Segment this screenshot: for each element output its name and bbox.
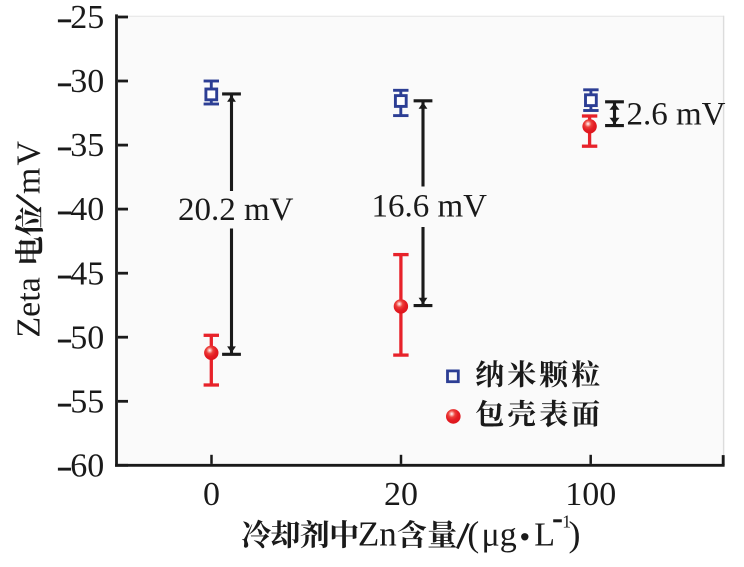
svg-text:40: 40: [70, 191, 104, 228]
svg-text:20.2 mV: 20.2 mV: [178, 192, 294, 228]
svg-text:30: 30: [70, 63, 104, 100]
svg-text:1: 1: [562, 512, 571, 532]
svg-text:mV: mV: [11, 139, 48, 194]
svg-text:25: 25: [70, 0, 104, 36]
svg-text:(: (: [467, 514, 479, 554]
svg-text:35: 35: [70, 127, 104, 164]
svg-text:50: 50: [70, 319, 104, 356]
svg-text:45: 45: [70, 255, 104, 292]
svg-text:16.6 mV: 16.6 mV: [372, 188, 488, 224]
svg-text:60: 60: [70, 447, 104, 484]
svg-text:L: L: [534, 517, 555, 554]
svg-text:20: 20: [384, 476, 418, 513]
svg-text:Zeta: Zeta: [11, 277, 48, 337]
svg-text:): ): [569, 514, 581, 554]
svg-text:0: 0: [203, 476, 220, 513]
svg-text:Zn: Zn: [358, 515, 397, 554]
svg-text:2.6 mV: 2.6 mV: [627, 97, 726, 133]
svg-text:μg: μg: [482, 517, 517, 554]
svg-text:100: 100: [565, 476, 616, 513]
svg-text:55: 55: [70, 383, 104, 420]
